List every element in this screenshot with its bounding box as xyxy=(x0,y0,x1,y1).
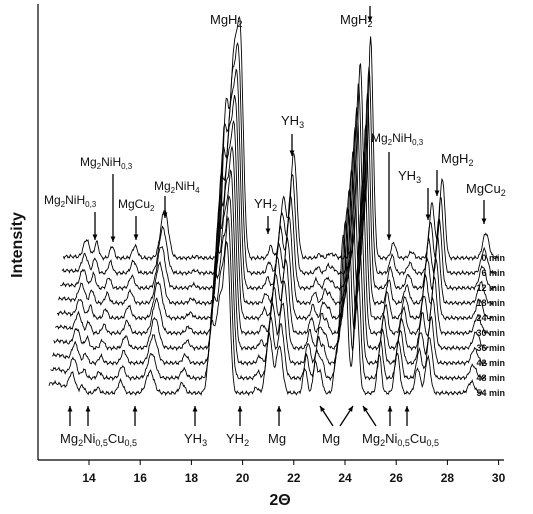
arrow-mgh2-right xyxy=(367,6,373,22)
time-label: 0 min xyxy=(481,253,505,263)
arrow-mg2nih03-right xyxy=(386,152,392,240)
x-tick-label: 16 xyxy=(134,471,148,485)
x-tick-label: 14 xyxy=(82,471,96,485)
trace-42-min xyxy=(52,194,488,367)
trace-54-min xyxy=(48,234,485,397)
time-label: 12 min xyxy=(476,283,505,293)
trace-48-min xyxy=(50,215,486,382)
time-label: 6 min xyxy=(481,268,505,278)
arrow-b-mg-left xyxy=(319,405,334,427)
label-mg2nih03-upper: Mg2NiH0,3 xyxy=(80,155,133,171)
label-mg2ni05cu05-left: Mg2Ni0,5Cu0,5 xyxy=(60,431,137,448)
label-mgh2-far-right: MgH2 xyxy=(441,151,473,168)
arrow-b-yh3 xyxy=(192,406,198,426)
time-label: 54 min xyxy=(476,388,505,398)
label-yh3-bottom: YH3 xyxy=(184,431,207,448)
time-label: 36 min xyxy=(476,343,505,353)
x-tick-label: 18 xyxy=(185,471,199,485)
label-yh3-mid: YH3 xyxy=(281,113,304,130)
time-label: 18 min xyxy=(476,298,505,308)
trace-6-min xyxy=(61,41,497,277)
arrow-mg2nih03-upper xyxy=(110,174,116,242)
label-yh2-top: YH2 xyxy=(254,196,277,213)
label-mgcu2-left: MgCu2 xyxy=(118,197,155,213)
label-mg2ni05cu05-right: Mg2Ni0,5Cu0,5 xyxy=(362,431,439,448)
trace-0-min xyxy=(62,15,499,262)
arrow-mgh2-far-right xyxy=(434,170,440,196)
arrow-b-mg xyxy=(276,406,282,426)
label-mgh2-top: MgH2 xyxy=(210,12,242,29)
arrow-group xyxy=(67,6,487,427)
arrow-b-mgnicu-6 xyxy=(404,406,410,426)
label-mg-bottom-a: Mg xyxy=(268,431,286,446)
trace-group xyxy=(48,15,499,397)
arrow-b-mgnicu-4 xyxy=(362,405,377,427)
x-tick-label: 22 xyxy=(287,471,301,485)
label-mg2nih4: Mg2NiH4 xyxy=(154,179,200,195)
x-axis-title: 2Θ xyxy=(269,492,290,509)
x-tick-label: 20 xyxy=(236,471,250,485)
time-label: 48 min xyxy=(476,373,505,383)
arrow-b-mgnicu-3 xyxy=(132,406,138,426)
x-tick-label: 26 xyxy=(390,471,404,485)
label-mg2nih03-left: Mg2NiH0,3 xyxy=(44,193,97,209)
arrow-mg2nih4 xyxy=(162,196,168,218)
x-tick-label: 24 xyxy=(338,471,352,485)
y-axis-title: Intensity xyxy=(9,212,26,278)
time-label-group: 0 min 6 min 12 min 18 min 24 min 30 min 36 min… xyxy=(476,253,505,398)
label-yh3-right: YH3 xyxy=(398,168,421,185)
arrow-b-yh2 xyxy=(237,406,243,426)
label-mgcu2-right: MgCu2 xyxy=(466,181,506,198)
label-yh2-bottom: YH2 xyxy=(226,431,249,448)
time-label: 30 min xyxy=(476,328,505,338)
arrow-mg2nih03-left xyxy=(92,212,98,240)
time-label: 24 min xyxy=(476,313,505,323)
label-mgh2-right: MgH2 xyxy=(340,12,372,29)
x-tick-label: 30 xyxy=(492,471,506,485)
arrow-b-mgnicu-5 xyxy=(387,406,393,426)
trace-30-min xyxy=(55,145,491,337)
label-mg-bottom-b: Mg xyxy=(322,431,340,446)
x-tick-group: 14 16 18 20 22 24 26 28 30 xyxy=(82,460,506,485)
arrow-mgcu2-left xyxy=(133,216,139,240)
arrow-b-mg-right xyxy=(339,405,354,427)
time-label: 42 min xyxy=(476,358,505,368)
arrow-yh2-top xyxy=(265,216,271,234)
label-mg2nih03-right: Mg2NiH0,3 xyxy=(371,131,424,147)
arrow-b-mgnicu-1 xyxy=(67,406,73,426)
arrow-b-mgnicu-2 xyxy=(85,406,91,426)
arrow-yh3-right xyxy=(425,188,431,220)
x-tick-label: 28 xyxy=(441,471,455,485)
arrow-yh3-mid xyxy=(289,134,295,156)
arrow-mgcu2-right xyxy=(481,200,487,224)
